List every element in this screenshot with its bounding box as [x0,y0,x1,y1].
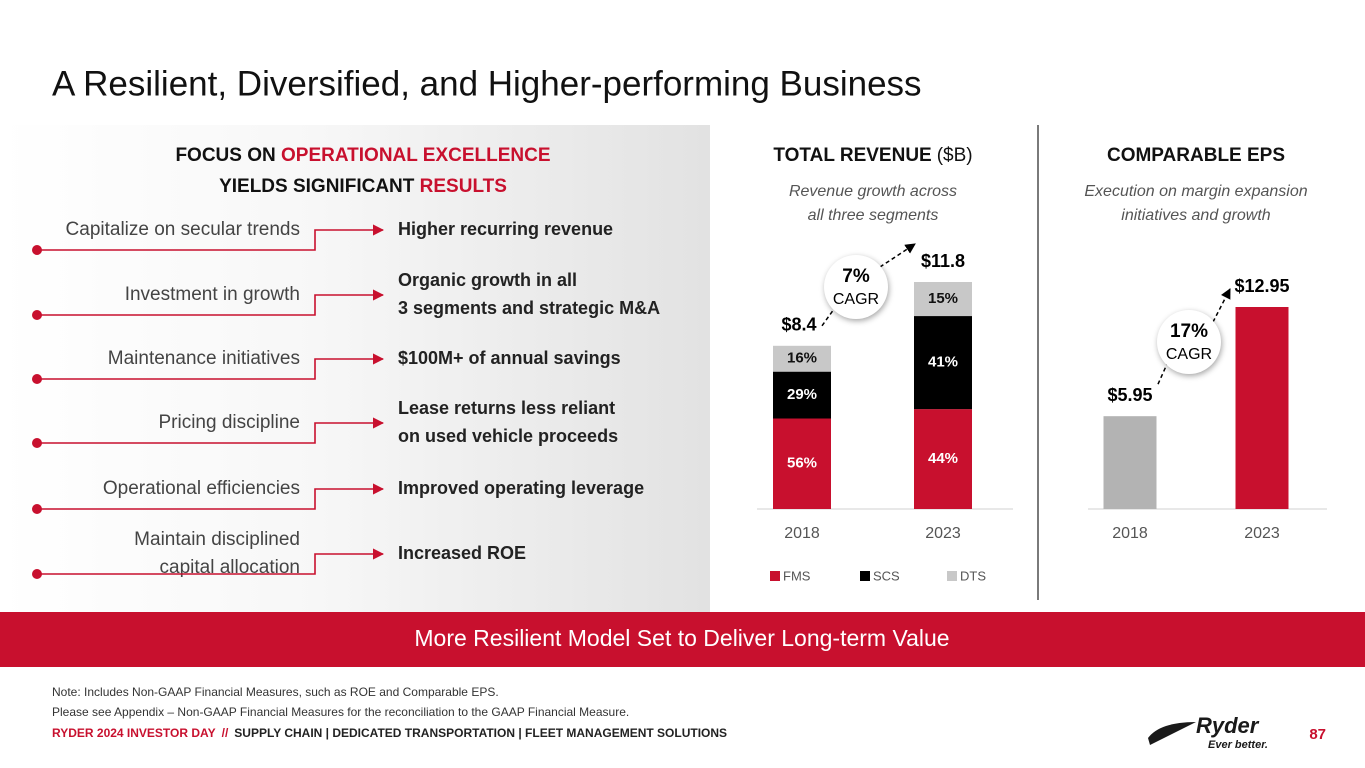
note: Please see Appendix – Non-GAAP Financial… [52,705,629,719]
segment-label: 15% [928,290,958,307]
cagr-arrow [1157,363,1168,385]
bar-segment [914,282,972,317]
banner [0,612,1365,667]
legend-label: FMS [783,568,811,583]
focus-driver: Capitalize on secular trends [66,219,300,240]
cagr-arrow [821,308,835,327]
connector [37,224,385,251]
bar-segment [914,316,972,410]
focus-heading: FOCUS ON OPERATIONAL EXCELLENCE [175,145,550,166]
cagr-arrow [879,243,916,268]
chart-title: COMPARABLE EPS [1107,145,1285,166]
banner-text: More Resilient Model Set to Deliver Long… [414,625,949,651]
chart-subtitle: Execution on margin expansion [1084,183,1307,200]
segment-label: 16% [787,350,817,367]
focus-result: Improved operating leverage [398,478,644,498]
x-tick-label: 2018 [784,525,820,542]
logo-tagline: Ever better. [1208,739,1268,751]
focus-driver: capital allocation [160,557,300,578]
connector [37,548,385,575]
chart-title: TOTAL REVENUE ($B) [773,145,972,166]
cagr-label: CAGR [833,291,879,308]
slide-title: A Resilient, Diversified, and Higher-per… [52,64,922,103]
focus-result: Lease returns less reliant [398,398,615,418]
segment-label: 29% [787,386,817,403]
cagr-value: 17% [1170,321,1208,342]
footer: RYDER 2024 INVESTOR DAY//SUPPLY CHAIN | … [52,726,727,740]
legend-label: DTS [960,568,986,583]
cagr-label: CAGR [1166,346,1212,363]
page-number: 87 [1309,726,1326,743]
legend-swatch [770,571,780,581]
focus-result: Higher recurring revenue [398,219,613,239]
focus-result: Organic growth in all [398,270,577,290]
bar-segment [773,371,831,419]
bar [1235,307,1289,509]
segment-label: 41% [928,354,958,371]
segment-label: 44% [928,450,958,467]
chart-subtitle: all three segments [808,207,939,224]
focus-result: $100M+ of annual savings [398,348,621,368]
connector [37,289,385,316]
legend-swatch [947,571,957,581]
x-tick-label: 2018 [1112,525,1148,542]
bar-segment [773,418,831,509]
chart-subtitle: Revenue growth across [789,183,957,200]
connector [37,483,385,510]
focus-result: Increased ROE [398,543,526,563]
cagr-arrow [1212,288,1231,323]
bar [1103,416,1157,509]
focus-driver: Maintenance initiatives [108,348,300,369]
legend-swatch [860,571,870,581]
bar-segment [914,409,972,509]
legend-label: SCS [873,568,900,583]
total-label: $11.8 [921,251,965,271]
focus-driver: Investment in growth [125,284,300,305]
focus-result: 3 segments and strategic M&A [398,298,660,318]
focus-driver: Maintain disciplined [134,529,300,550]
focus-driver: Operational efficiencies [103,478,300,499]
focus-result: on used vehicle proceeds [398,426,618,446]
cagr-badge [824,255,888,319]
x-tick-label: 2023 [1244,525,1280,542]
segment-label: 56% [787,455,817,472]
x-tick-label: 2023 [925,525,961,542]
cagr-badge [1157,310,1221,374]
focus-driver: Pricing discipline [158,412,300,433]
focus-panel [0,125,710,612]
connector [37,417,385,444]
bar-segment [773,345,831,372]
cagr-value: 7% [842,266,870,287]
connector [37,353,385,380]
chart-subtitle: initiatives and growth [1121,207,1271,224]
note: Note: Includes Non-GAAP Financial Measur… [52,685,499,699]
value-label: $12.95 [1234,276,1289,296]
focus-heading: YIELDS SIGNIFICANT RESULTS [219,176,507,197]
logo-swoosh [1148,722,1196,745]
logo-name: Ryder [1196,713,1260,738]
value-label: $5.95 [1107,385,1152,405]
total-label: $8.4 [781,315,816,335]
